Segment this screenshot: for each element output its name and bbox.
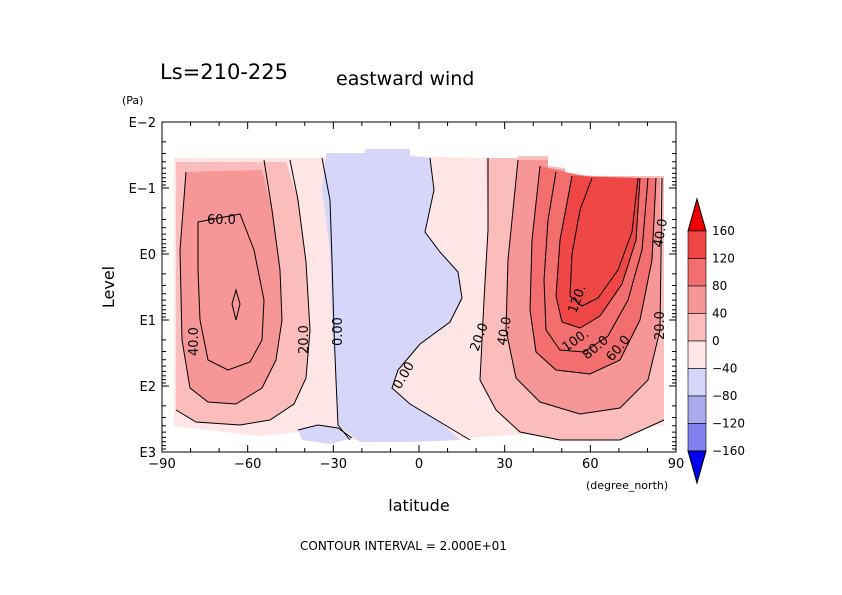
colorbar-min-arrow — [687, 450, 707, 485]
field-band-120-140-n — [570, 178, 638, 306]
contour-south-small — [297, 424, 353, 439]
chart-variable-title: eastward wind — [336, 68, 474, 90]
colorbar-tick-label: 40 — [712, 307, 727, 321]
y-tick-label: E1 — [140, 314, 157, 329]
contour-north-40 — [505, 159, 663, 415]
colorbar: 160 120 80 40 0 −40 −80 −120 −160 — [687, 197, 745, 485]
contour-north-80 — [543, 171, 649, 353]
y-tick-label: E0 — [140, 248, 157, 263]
colorbar-tick-label: 80 — [712, 279, 727, 293]
contour-label: 60.0 — [207, 213, 236, 228]
contour-label: 0.00 — [331, 317, 346, 346]
colorbar-segment — [687, 258, 707, 287]
contour-label: 40.0 — [187, 327, 202, 356]
contour-shading — [174, 149, 664, 444]
colorbar-tick-label: 160 — [712, 224, 735, 238]
y-tick-label: E2 — [140, 380, 157, 395]
contour-interval-note: CONTOUR INTERVAL = 2.000E+01 — [300, 539, 507, 553]
colorbar-segment — [687, 230, 707, 259]
contour-label: 20.0 — [297, 325, 312, 354]
colorbar-max-arrow — [687, 197, 707, 232]
colorbar-tick-label: −40 — [712, 362, 737, 376]
colorbar-segment — [687, 423, 707, 452]
x-tick-label: 0 — [415, 457, 423, 472]
contour-north-60 — [529, 165, 657, 375]
contour-label: 20.0 — [653, 311, 668, 340]
x-tick-label: −30 — [320, 457, 347, 472]
contour-south-40 — [179, 159, 283, 405]
colorbar-segment — [687, 285, 707, 314]
colorbar-tick-label: −160 — [712, 444, 745, 458]
contour-zero-west — [321, 157, 351, 441]
contour-zero-east — [391, 157, 471, 441]
colorbar-tick-label: 0 — [712, 334, 720, 348]
x-unit-label: (degree_north) — [586, 479, 668, 492]
x-tick-label: −90 — [148, 457, 175, 472]
contour-south-20 — [175, 159, 311, 426]
field-band-60-80-s — [198, 214, 264, 370]
colorbar-segment — [687, 313, 707, 342]
contour-lines — [175, 157, 665, 441]
contour-label: 40.0 — [495, 316, 515, 347]
x-tick-label: 60 — [582, 457, 599, 472]
contour-north-120 — [569, 177, 639, 307]
colorbar-tick-label: −80 — [712, 389, 737, 403]
axes: −90 −60 −30 0 30 60 90 E−2 E−1 E0 E1 E2 E3 — [129, 116, 685, 472]
contour-north-100 — [555, 175, 641, 329]
colorbar-segment — [687, 395, 707, 424]
x-axis-title: latitude — [388, 496, 449, 515]
colorbar-segment — [687, 368, 707, 397]
y-tick-label: E−1 — [129, 182, 156, 197]
field-band-neg-south — [298, 425, 352, 444]
x-tick-label: −60 — [234, 457, 261, 472]
x-tick-label: 30 — [496, 457, 513, 472]
y-axis-title: Level — [99, 266, 118, 308]
colorbar-tick-label: 120 — [712, 252, 735, 266]
colorbar-segment — [687, 340, 707, 369]
x-tick-label: 90 — [668, 457, 685, 472]
chart-title: Ls=210-225 — [160, 60, 288, 84]
contour-south-80 — [231, 288, 241, 321]
contour-label: 40.0 — [651, 218, 671, 249]
y-unit-label: (Pa) — [122, 94, 143, 107]
colorbar-tick-label: −120 — [712, 417, 745, 431]
y-tick-label: E3 — [140, 446, 157, 461]
y-tick-label: E−2 — [129, 116, 156, 131]
contour-south-60 — [197, 213, 265, 371]
contour-north-20 — [479, 158, 665, 441]
